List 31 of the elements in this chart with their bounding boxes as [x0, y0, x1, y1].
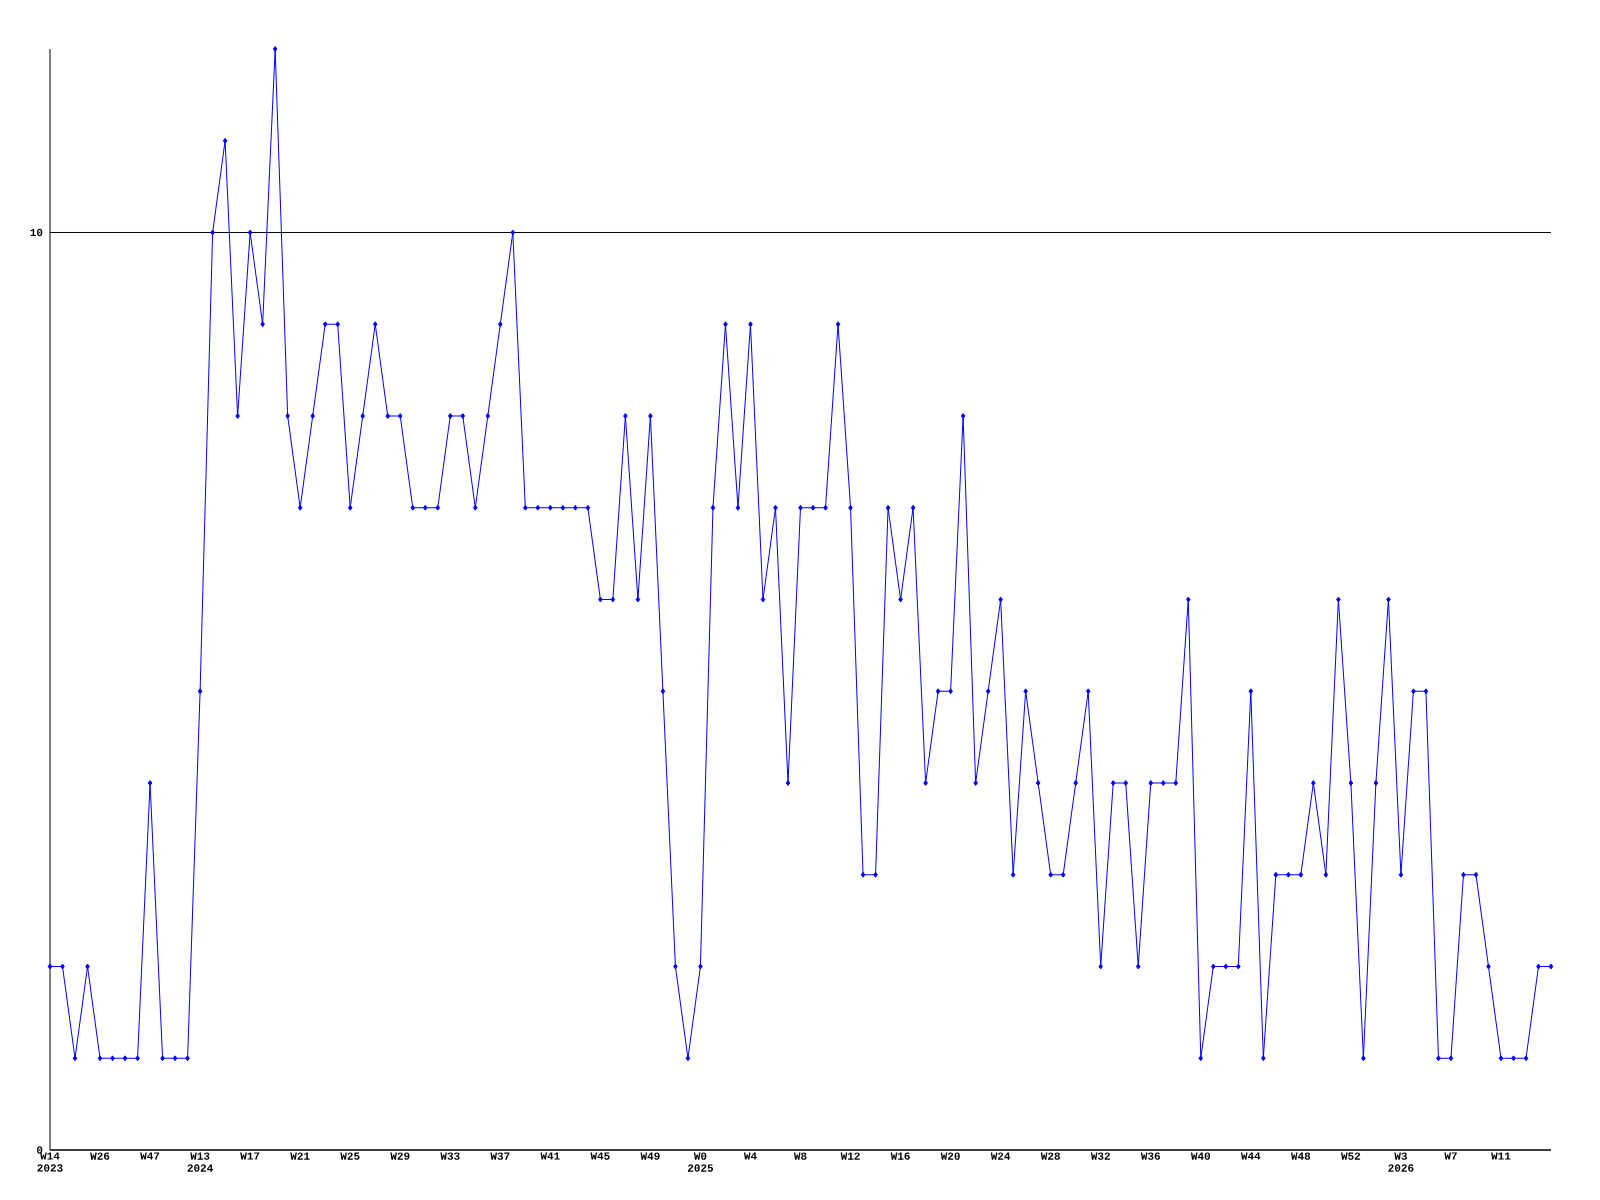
y-tick-label: 0 — [37, 1146, 43, 1154]
x-tick-label: W40 — [1190, 1152, 1210, 1160]
x-tick-label: W3 2026 — [1388, 1152, 1414, 1172]
x-tick-label: W29 — [390, 1152, 410, 1160]
x-tick-label: W32 — [1090, 1152, 1110, 1160]
x-tick-label: W36 — [1140, 1152, 1160, 1160]
x-tick-label: W24 — [990, 1152, 1011, 1160]
y-tick-label: 10 — [30, 228, 43, 237]
x-tick-label: W17 — [240, 1152, 260, 1160]
x-tick-label: W28 — [1040, 1152, 1060, 1160]
x-tick-label: W12 — [840, 1152, 860, 1160]
x-tick-label: W49 — [640, 1152, 660, 1160]
x-tick-label: W0 2025 — [687, 1152, 714, 1172]
x-tick-label: W45 — [590, 1152, 610, 1160]
x-tick-label: W33 — [440, 1152, 460, 1160]
x-tick-label: W25 — [340, 1152, 360, 1160]
x-tick-label: W26 — [90, 1152, 110, 1160]
x-tick-label: W47 — [140, 1152, 160, 1160]
x-tick-label: W52 — [1341, 1152, 1361, 1160]
x-tick-label: W41 — [540, 1152, 560, 1160]
x-tick-label: W7 — [1444, 1152, 1457, 1160]
x-tick-label: W21 — [290, 1152, 310, 1160]
x-tick-label: W37 — [490, 1152, 510, 1160]
x-tick-label: W44 — [1240, 1152, 1261, 1160]
x-tick-label: W48 — [1290, 1152, 1311, 1160]
x-tick-label: W4 — [743, 1152, 757, 1160]
x-tick-label: W13 2024 — [187, 1152, 213, 1172]
x-tick-label: W11 — [1491, 1152, 1511, 1160]
x-tick-label: W16 — [890, 1152, 910, 1160]
x-tick-label: W8 — [793, 1152, 807, 1160]
x-tick-label: W20 — [940, 1152, 960, 1160]
